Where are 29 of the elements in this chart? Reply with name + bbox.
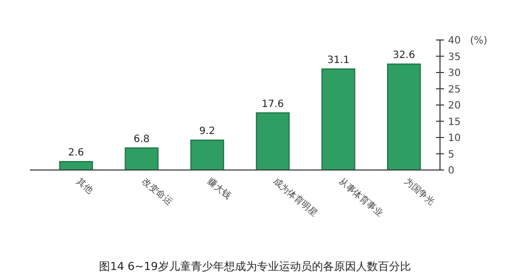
- bar: [59, 161, 93, 170]
- y-tick-label: 40: [448, 36, 461, 46]
- text: 图14 6~19岁儿童青少年想成为专业运动员的各原因人数百分比: [99, 260, 411, 273]
- y-tick-label: 0: [448, 166, 454, 176]
- y-tick-label: 25: [448, 84, 461, 96]
- data-label: 31.1: [327, 54, 350, 66]
- x-tick-label: 改变命运: [140, 176, 174, 208]
- y-tick-label: 15: [448, 116, 461, 128]
- bar: [387, 64, 421, 170]
- y-tick-label: 30: [448, 68, 461, 79]
- bar: [321, 68, 356, 170]
- y-tick-label: 10: [448, 133, 461, 144]
- data-label: 9.2: [199, 126, 216, 138]
- y-tick-label: 35: [448, 52, 461, 63]
- x-tick-label: 从事体育事业: [336, 176, 385, 220]
- y-axis-title: (%): [470, 36, 488, 46]
- data-label: 2.6: [68, 148, 84, 159]
- x-tick-label: 为国争光: [402, 176, 437, 208]
- data-label: 32.6: [392, 50, 416, 62]
- bar: [190, 140, 224, 170]
- x-tick-label: 其他: [74, 176, 95, 196]
- data-label: 17.6: [262, 98, 284, 110]
- data-label: 6.8: [134, 134, 150, 145]
- x-tick-label: 赚大钱: [205, 176, 234, 202]
- y-tick-label: 20: [448, 100, 461, 112]
- x-tick-label: 成为体育明星: [270, 176, 320, 220]
- y-tick-label: 5: [448, 149, 454, 160]
- bar: [256, 112, 290, 170]
- bar: [124, 147, 159, 170]
